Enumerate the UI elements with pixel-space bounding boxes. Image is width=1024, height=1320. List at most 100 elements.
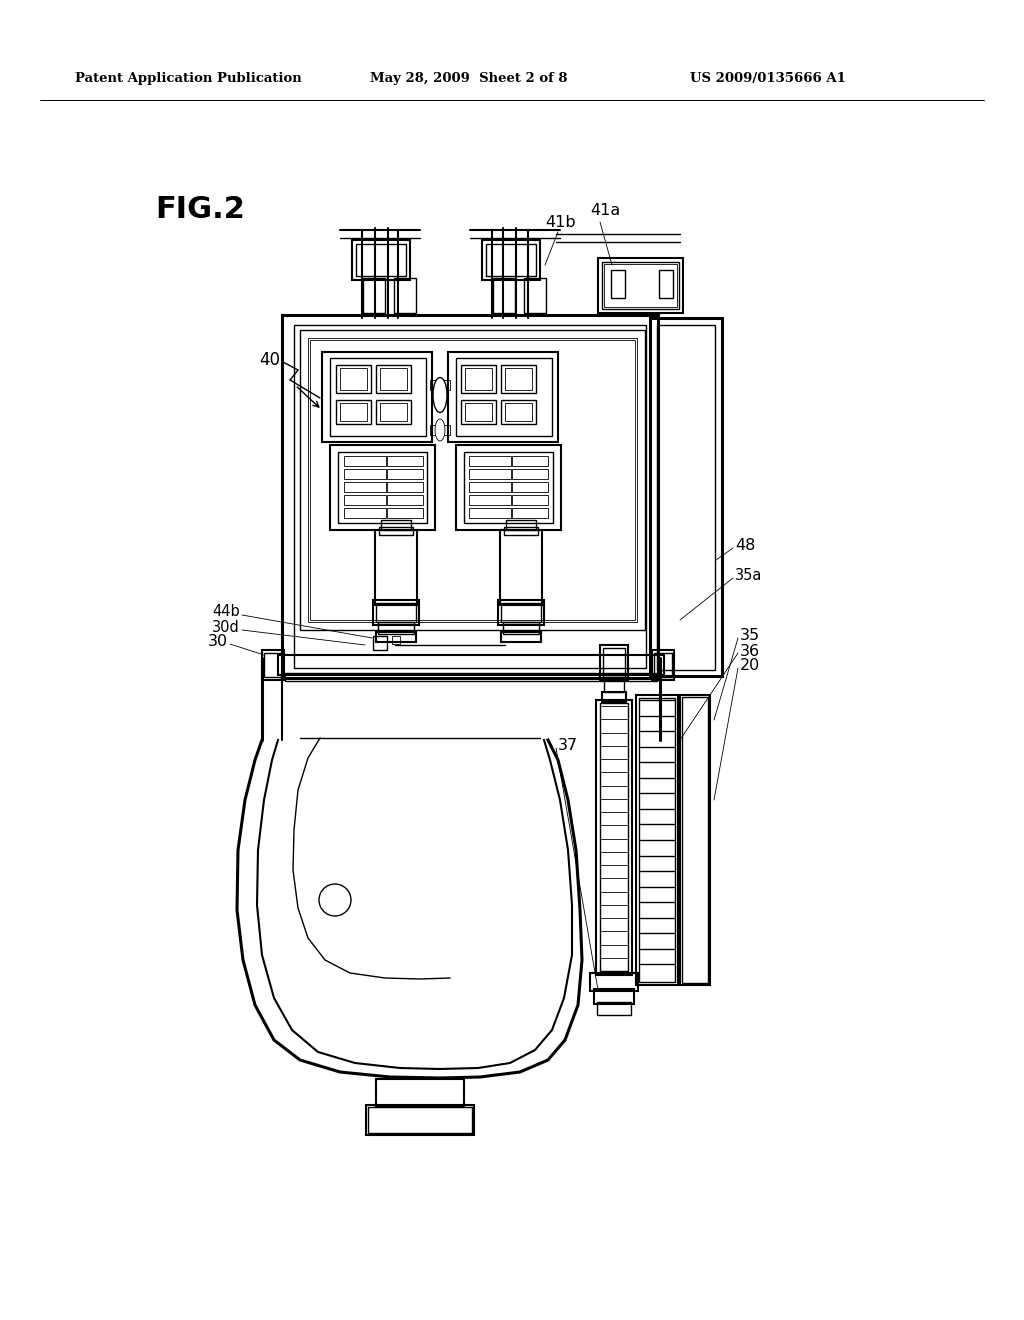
Bar — [282, 315, 658, 678]
Bar — [469, 469, 511, 479]
Text: US 2009/0135666 A1: US 2009/0135666 A1 — [690, 73, 846, 84]
Bar — [392, 636, 400, 644]
Text: 41a: 41a — [590, 203, 621, 218]
Bar — [652, 649, 674, 680]
Bar — [501, 603, 541, 622]
Bar — [340, 368, 367, 389]
Text: 20: 20 — [740, 659, 760, 673]
Bar — [380, 368, 407, 389]
Bar — [456, 445, 561, 531]
Bar — [501, 400, 536, 424]
Bar — [486, 244, 536, 276]
Bar — [461, 400, 496, 424]
Bar — [602, 261, 679, 309]
Bar — [366, 1105, 474, 1135]
Bar — [682, 697, 708, 983]
Bar — [604, 677, 624, 692]
Bar — [344, 469, 386, 479]
Bar — [430, 380, 450, 389]
Bar — [493, 279, 515, 313]
Bar — [594, 989, 634, 1005]
Bar — [512, 482, 548, 492]
Bar — [262, 649, 284, 680]
Bar — [597, 1002, 631, 1015]
Bar — [344, 508, 386, 517]
Bar — [373, 636, 387, 649]
Bar — [336, 366, 371, 393]
Bar — [310, 341, 635, 620]
Bar — [469, 495, 511, 506]
Bar — [362, 279, 385, 313]
Bar — [464, 451, 553, 523]
Bar — [524, 279, 546, 313]
Bar — [469, 508, 511, 517]
Bar — [378, 622, 414, 634]
Bar — [598, 257, 683, 313]
Bar — [368, 1107, 472, 1133]
Bar — [636, 696, 678, 985]
Text: 44b: 44b — [212, 605, 240, 619]
Ellipse shape — [433, 378, 447, 412]
Bar — [657, 325, 715, 671]
Bar — [504, 527, 538, 535]
Bar — [344, 495, 386, 506]
Bar — [512, 495, 548, 506]
Bar — [604, 264, 677, 308]
Bar — [294, 325, 646, 668]
Bar — [465, 368, 492, 389]
Bar — [600, 645, 628, 680]
Bar — [500, 531, 542, 605]
Text: 48: 48 — [735, 537, 756, 553]
Bar — [344, 482, 386, 492]
Bar — [456, 358, 552, 436]
Bar — [600, 704, 628, 972]
Bar — [330, 445, 435, 531]
Bar — [639, 698, 675, 982]
Bar — [330, 358, 426, 436]
Bar — [375, 531, 417, 605]
Bar — [680, 696, 710, 985]
Circle shape — [319, 884, 351, 916]
Bar — [387, 482, 423, 492]
Text: 30d: 30d — [212, 619, 240, 635]
Text: 35: 35 — [740, 628, 760, 644]
Text: 30: 30 — [208, 635, 228, 649]
Bar — [308, 338, 637, 622]
Bar — [344, 455, 386, 466]
Bar — [498, 601, 544, 624]
Bar — [376, 366, 411, 393]
Bar — [387, 469, 423, 479]
Text: 40: 40 — [259, 351, 280, 370]
Bar — [590, 973, 638, 991]
Text: 35a: 35a — [735, 568, 763, 582]
Text: 41b: 41b — [545, 215, 575, 230]
Text: 37: 37 — [558, 738, 579, 752]
Bar — [376, 400, 411, 424]
Text: FIG.2: FIG.2 — [155, 195, 245, 224]
Bar — [654, 653, 672, 677]
Bar — [659, 271, 673, 298]
Text: May 28, 2009  Sheet 2 of 8: May 28, 2009 Sheet 2 of 8 — [370, 73, 567, 84]
Bar — [505, 368, 532, 389]
Bar — [340, 403, 367, 421]
Bar — [501, 632, 541, 642]
Bar — [512, 469, 548, 479]
Bar — [264, 653, 282, 677]
Bar — [602, 692, 626, 702]
Bar — [650, 318, 722, 676]
Bar — [278, 655, 664, 675]
Bar — [430, 425, 450, 436]
Bar — [387, 508, 423, 517]
Bar — [394, 279, 416, 313]
Bar — [387, 495, 423, 506]
Bar — [387, 455, 423, 466]
Bar — [501, 366, 536, 393]
Bar — [461, 366, 496, 393]
Bar — [611, 271, 625, 298]
Bar — [380, 403, 407, 421]
Bar — [469, 482, 511, 492]
Bar — [322, 352, 432, 442]
Bar — [465, 403, 492, 421]
Bar — [376, 632, 416, 642]
Bar — [506, 520, 536, 531]
